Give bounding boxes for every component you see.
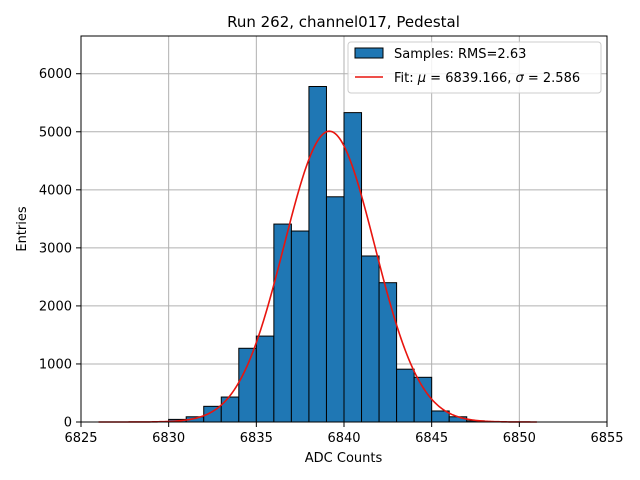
legend: Samples: RMS=2.63 Fit: μ = 6839.166, σ =… bbox=[347, 41, 602, 94]
y-tick-label-2: 2000 bbox=[39, 299, 72, 314]
y-tick-label-4: 4000 bbox=[39, 183, 72, 198]
x-tick-label-4: 6845 bbox=[415, 431, 448, 446]
y-tick-label-3: 3000 bbox=[39, 241, 72, 256]
histogram-bar-12 bbox=[378, 282, 398, 423]
legend-swatch-samples bbox=[354, 47, 384, 59]
histogram-bar-7 bbox=[290, 230, 310, 423]
fit-curve bbox=[98, 130, 537, 423]
histogram-bar-5 bbox=[255, 335, 275, 423]
legend-label-fit: Fit: μ = 6839.166, σ = 2.586 bbox=[394, 71, 580, 86]
histogram-bar-4 bbox=[238, 347, 257, 423]
y-axis-label: Entries bbox=[15, 206, 30, 252]
chart-title: Run 262, channel017, Pedestal bbox=[227, 13, 460, 31]
legend-label-samples: Samples: RMS=2.63 bbox=[394, 47, 526, 62]
histogram-bars bbox=[168, 85, 485, 423]
x-tick-label-1: 6830 bbox=[152, 431, 185, 446]
y-tick-label-0: 0 bbox=[64, 416, 72, 431]
y-tick-label-5: 5000 bbox=[39, 125, 72, 140]
histogram-bar-14 bbox=[413, 376, 433, 423]
x-tick-label-2: 6835 bbox=[240, 431, 273, 446]
x-tick-label-0: 6825 bbox=[64, 431, 97, 446]
histogram-bar-13 bbox=[396, 368, 415, 423]
legend-box bbox=[347, 41, 602, 94]
y-tick-label-6: 6000 bbox=[39, 67, 72, 82]
histogram-bar-8 bbox=[308, 85, 327, 423]
x-tick-label-3: 6840 bbox=[327, 431, 360, 446]
histogram-bar-15 bbox=[431, 410, 450, 423]
x-tick-label-6: 6855 bbox=[590, 431, 623, 446]
histogram-bar-10 bbox=[343, 112, 363, 423]
x-tick-label-5: 6850 bbox=[503, 431, 536, 446]
histogram-bar-11 bbox=[361, 255, 380, 423]
histogram-bar-3 bbox=[220, 396, 240, 423]
histogram-bar-9 bbox=[325, 196, 345, 423]
x-axis-ticks: 6825 6830 6835 6840 6845 6850 6855 bbox=[64, 422, 624, 446]
y-axis-ticks: 0 1000 2000 3000 4000 5000 6000 bbox=[39, 67, 81, 431]
y-tick-label-1: 1000 bbox=[39, 357, 72, 372]
x-axis-label: ADC Counts bbox=[305, 451, 383, 466]
